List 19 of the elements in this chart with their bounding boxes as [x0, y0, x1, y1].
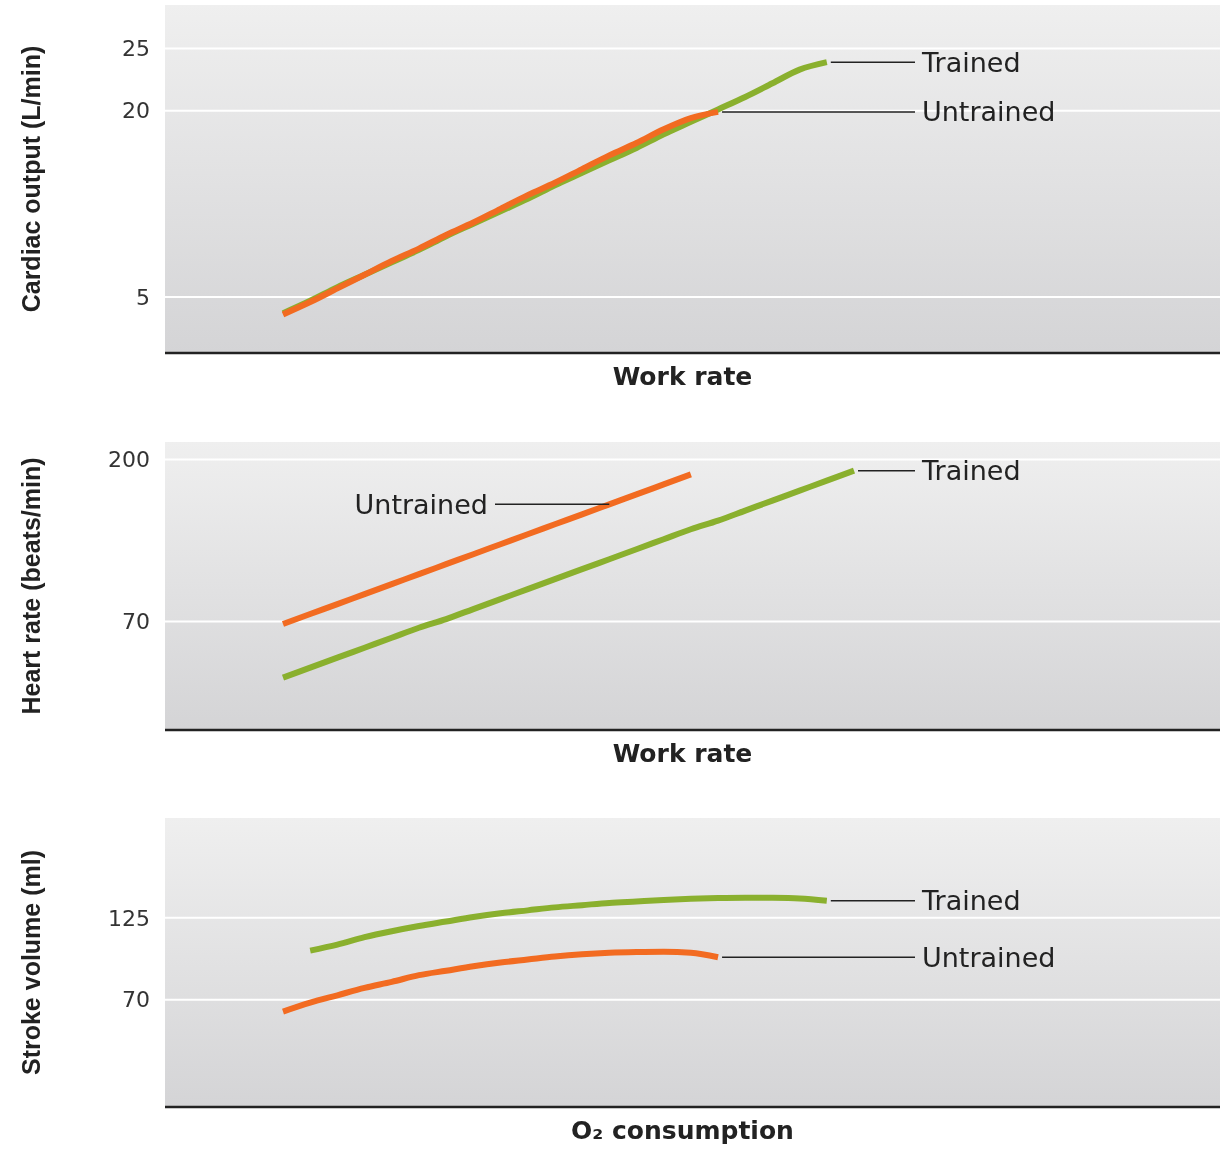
- text: Untrained: [922, 96, 1056, 128]
- y-tick-label: 125: [108, 905, 150, 931]
- x-axis-title: Work rate: [612, 362, 753, 391]
- y-tick-label: 5: [136, 284, 150, 310]
- x-axis-title: O₂ consumption: [571, 1116, 794, 1145]
- y-axis-title: Cardiac output (L/min): [17, 45, 45, 313]
- text: Trained: [921, 46, 1021, 78]
- text: Trained: [921, 885, 1021, 917]
- y-axis-title: Stroke volume (ml): [17, 849, 45, 1076]
- text: Untrained: [922, 941, 1056, 973]
- text: Trained: [921, 455, 1021, 487]
- y-tick-label: 200: [108, 447, 150, 473]
- y-axis-title: Heart rate (beats/min): [17, 457, 45, 715]
- y-tick-label: 25: [122, 36, 150, 62]
- series-label: Untrained: [354, 488, 488, 520]
- y-tick-label: 20: [122, 98, 150, 124]
- y-tick-label: 70: [122, 609, 150, 635]
- x-axis-title: Work rate: [612, 739, 753, 768]
- y-tick-label: 70: [122, 987, 150, 1013]
